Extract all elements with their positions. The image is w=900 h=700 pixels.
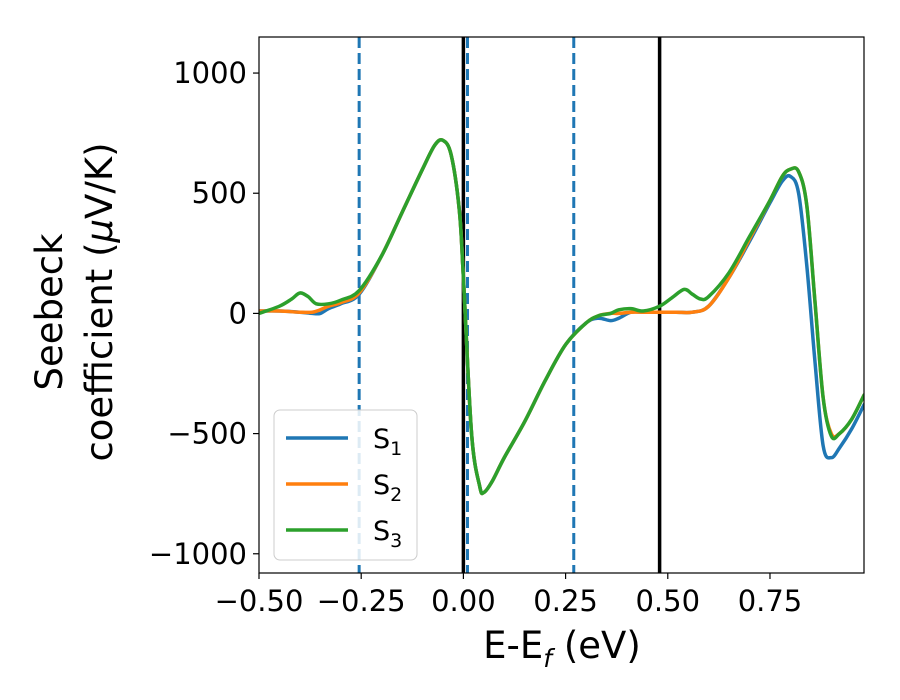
x-tick-label: 0.50	[635, 584, 700, 618]
x-tick-label: −0.50	[215, 584, 304, 618]
x-tick-label: 0.75	[738, 584, 803, 618]
x-axis-label: E-Ef (eV)	[483, 624, 641, 673]
y-tick-label: −500	[167, 417, 247, 451]
x-tick-label: 0.25	[533, 584, 598, 618]
legend-label-s1: S1	[373, 424, 402, 460]
y-axis-label-line2: coefficient (μV/K)	[78, 142, 121, 461]
y-axis-label-line1: Seebeck	[28, 233, 71, 391]
x-axis: −0.50 −0.25 0.00 0.25 0.50 0.75	[215, 573, 803, 618]
y-axis-label: Seebeck coefficient (μV/K)	[28, 142, 121, 461]
legend-label-s3: S3	[373, 516, 402, 552]
plot-frame	[258, 36, 865, 574]
series-layer	[259, 138, 864, 496]
legend-label-s2: S2	[373, 470, 402, 506]
x-tick-label: −0.25	[317, 584, 406, 618]
series-line-s3	[259, 138, 864, 496]
y-tick-label: 1000	[173, 56, 247, 90]
y-tick-label: −1000	[149, 537, 247, 571]
y-tick-label: 0	[229, 296, 247, 330]
x-tick-label: 0.00	[431, 584, 496, 618]
legend: S1 S2 S3	[273, 409, 418, 561]
y-tick-label: 500	[192, 176, 247, 210]
y-axis: −1000 −500 0 500 1000	[149, 56, 259, 571]
